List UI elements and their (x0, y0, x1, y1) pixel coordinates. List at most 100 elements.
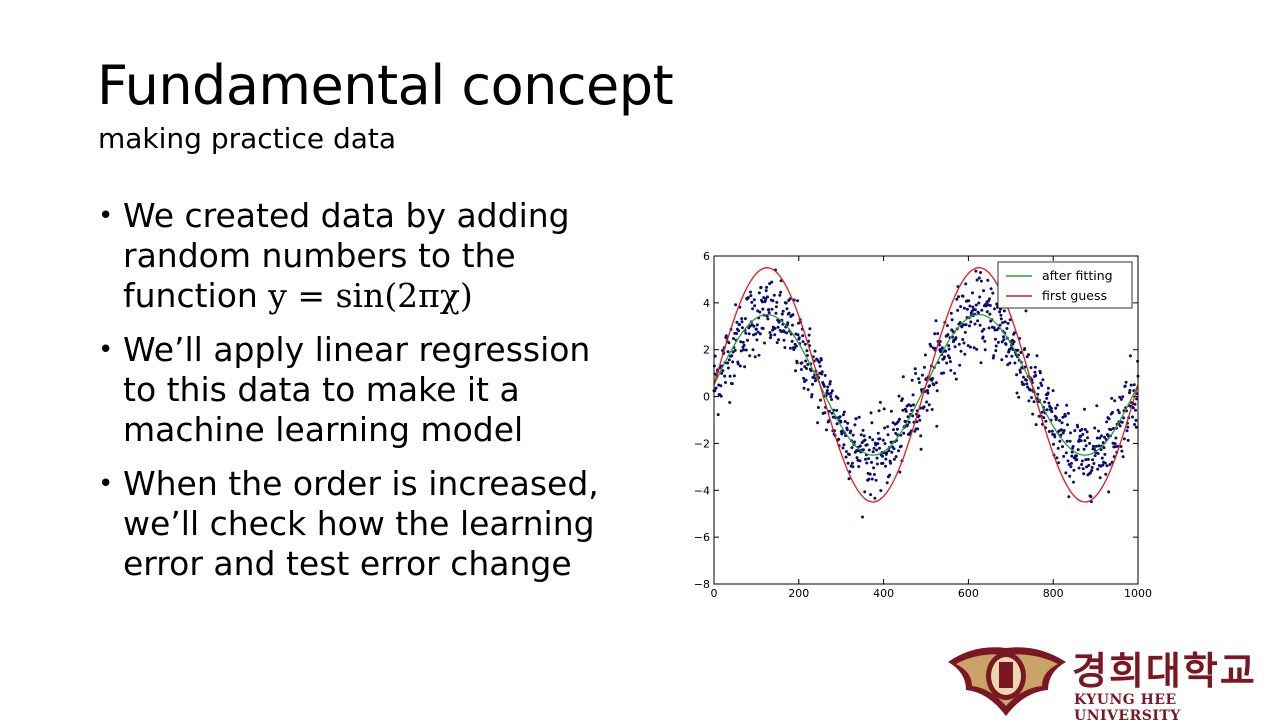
scatter-point (746, 296, 750, 300)
scatter-point (910, 378, 914, 382)
scatter-point (1008, 361, 1012, 365)
scatter-point (863, 490, 867, 494)
scatter-point (922, 405, 926, 409)
scatter-point (1062, 454, 1066, 458)
scatter-point (957, 342, 961, 346)
bullet-dot-icon: • (98, 469, 114, 499)
scatter-point (868, 472, 872, 476)
scatter-point (786, 321, 790, 325)
scatter-point (731, 360, 735, 364)
scatter-point (736, 362, 740, 366)
scatter-point (1107, 417, 1111, 421)
scatter-point (897, 449, 901, 453)
scatter-point (965, 307, 969, 311)
scatter-point (742, 348, 746, 352)
scatter-point (1016, 348, 1020, 352)
scatter-point (1033, 365, 1037, 369)
scatter-point (977, 276, 981, 280)
scatter-point (1058, 419, 1061, 422)
scatter-point (765, 285, 769, 289)
scatter-point (1094, 444, 1098, 448)
scatter-point (1103, 435, 1106, 439)
scatter-point (749, 290, 752, 294)
scatter-point (1117, 411, 1121, 415)
scatter-point (1087, 463, 1091, 467)
scatter-point (979, 271, 982, 274)
scatter-point (1101, 441, 1105, 445)
scatter-point (1023, 347, 1027, 351)
logo-english-text: KYUNG HEE UNIVERSITY (1074, 692, 1181, 724)
scatter-point (1069, 461, 1073, 465)
scatter-point (898, 417, 901, 421)
scatter-point (1084, 458, 1088, 462)
scatter-point (889, 461, 893, 465)
scatter-point (887, 449, 891, 453)
scatter-point (768, 282, 772, 286)
scatter-point (960, 325, 964, 329)
scatter-point (827, 392, 831, 396)
scatter-point (948, 356, 952, 360)
bullet-item: • When the order is increased, we’ll che… (98, 464, 618, 584)
scatter-point (967, 299, 971, 303)
legend-label: first guess (1042, 288, 1107, 303)
scatter-point (875, 456, 879, 460)
scatter-point (902, 431, 906, 435)
scatter-point (1091, 444, 1095, 448)
scatter-point (1031, 412, 1035, 416)
scatter-point (1006, 363, 1010, 367)
scatter-point (843, 420, 847, 423)
scatter-point (803, 342, 807, 346)
scatter-point (993, 337, 997, 341)
scatter-point (1025, 355, 1029, 359)
scatter-point (926, 389, 929, 392)
scatter-point (1066, 423, 1069, 427)
scatter-point (1033, 370, 1037, 374)
scatter-point (761, 307, 765, 311)
scatter-point (730, 354, 734, 358)
scatter-point (787, 311, 791, 315)
scatter-point (861, 448, 865, 452)
scatter-point (979, 361, 983, 365)
scatter-point (881, 461, 885, 465)
scatter-point (994, 344, 998, 348)
scatter-point (731, 350, 735, 354)
scatter-point (969, 320, 973, 324)
scatter-point (962, 323, 966, 327)
scatter-point (886, 433, 890, 437)
scatter-point (861, 515, 864, 519)
y-tick-label: −2 (694, 437, 710, 450)
scatter-point (971, 291, 974, 295)
scatter-point (1055, 456, 1059, 460)
scatter-point (1045, 408, 1049, 412)
scatter-point (935, 424, 939, 428)
scatter-point (788, 346, 792, 350)
scatter-point (819, 358, 823, 362)
scatter-point (1116, 444, 1120, 448)
scatter-point (1000, 340, 1004, 344)
scatter-point (804, 378, 808, 382)
scatter-point (1111, 410, 1114, 414)
scatter-point (1095, 404, 1099, 408)
scatter-point (980, 308, 984, 312)
scatter-point (1064, 471, 1068, 475)
scatter-point (770, 280, 774, 284)
scatter-point (1019, 351, 1023, 354)
scatter-point (1134, 408, 1137, 412)
scatter-point (934, 319, 938, 323)
scatter-point (804, 359, 808, 363)
scatter-point (917, 414, 921, 418)
scatter-point (973, 308, 977, 312)
scatter-point (973, 322, 977, 326)
scatter-point (953, 371, 957, 375)
x-tick-label: 200 (788, 587, 809, 600)
scatter-point (1126, 425, 1130, 429)
scatter-point (881, 454, 884, 458)
scatter-point (1077, 466, 1081, 470)
scatter-point (894, 455, 898, 459)
scatter-point (1026, 385, 1030, 389)
scatter-point (800, 361, 804, 365)
plot-frame (713, 255, 1139, 585)
scatter-point (1001, 321, 1005, 325)
scatter-point (780, 312, 784, 316)
scatter-point (1107, 490, 1111, 494)
